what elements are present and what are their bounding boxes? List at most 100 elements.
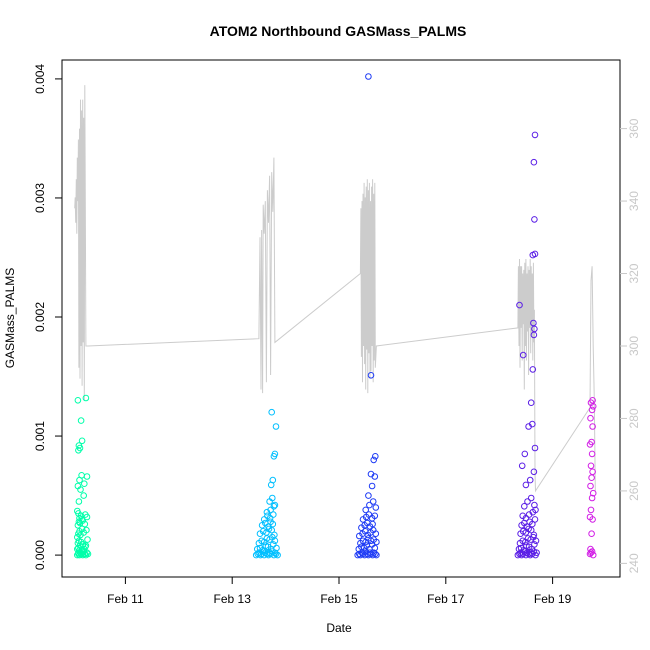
data-point <box>74 397 82 404</box>
data-point <box>588 406 596 414</box>
data-point <box>371 544 379 552</box>
data-point <box>532 537 540 545</box>
data-point <box>272 423 280 430</box>
data-point <box>75 442 83 449</box>
data-point <box>522 481 530 489</box>
data-point <box>531 501 538 509</box>
data-point <box>274 551 281 559</box>
x-tick-label: Feb 17 <box>427 592 465 606</box>
data-point <box>79 550 87 558</box>
data-point <box>367 372 375 379</box>
data-point <box>82 394 90 402</box>
data-point <box>530 468 538 476</box>
data-point <box>589 551 597 559</box>
y-axis: 0.000 0.001 0.002 0.003 0.004 <box>33 64 62 570</box>
right-y-tick-label: 340 <box>627 191 641 211</box>
data-point <box>531 444 539 452</box>
data-point <box>587 506 595 514</box>
data-point <box>530 158 538 166</box>
data-point <box>260 516 268 523</box>
data-point <box>80 492 87 499</box>
series-5 <box>586 397 597 559</box>
data-point <box>78 472 85 479</box>
data-point <box>368 482 376 490</box>
y-tick-label: 0.004 <box>33 64 47 94</box>
y-tick-label: 0.003 <box>33 183 47 213</box>
data-point <box>75 498 83 505</box>
series-1 <box>74 394 92 559</box>
series-4 <box>514 131 540 559</box>
data-point <box>586 513 594 521</box>
data-point <box>269 520 277 528</box>
data-point <box>588 450 596 458</box>
data-point <box>78 437 86 445</box>
plot-border <box>61 59 621 578</box>
data-point <box>529 366 537 373</box>
data-point <box>527 399 535 407</box>
data-point <box>271 450 279 458</box>
data-point <box>78 525 86 533</box>
y-tick-label: 0.000 <box>33 540 47 570</box>
line-layer <box>74 85 596 493</box>
series-2 <box>252 408 281 559</box>
data-point <box>527 526 535 534</box>
data-point <box>79 517 86 524</box>
x-axis-label: Date <box>326 621 352 635</box>
y-tick-label: 0.001 <box>33 421 47 451</box>
data-point <box>531 250 539 258</box>
data-point <box>371 512 379 520</box>
right-y-tick-label: 280 <box>627 408 641 428</box>
data-point <box>527 494 535 502</box>
data-point <box>587 414 594 422</box>
x-tick-label: Feb 19 <box>534 592 572 606</box>
data-point <box>81 480 88 488</box>
data-point <box>589 468 596 476</box>
data-point <box>271 531 278 539</box>
data-point <box>588 438 595 446</box>
data-point <box>533 549 540 557</box>
data-point <box>373 551 380 559</box>
x-tick-label: Feb 11 <box>107 592 144 606</box>
data-point <box>270 503 278 510</box>
data-point <box>365 492 372 499</box>
data-point <box>269 494 276 502</box>
chart-title: ATOM2 Northbound GASMass_PALMS <box>210 23 467 39</box>
right-y-tick-label: 240 <box>627 553 641 573</box>
data-point <box>587 482 594 490</box>
right-y-axis: 240 260 280 300 320 340 360 <box>620 118 641 573</box>
data-point <box>270 541 277 548</box>
data-point <box>588 494 596 502</box>
data-point <box>588 530 595 538</box>
data-point <box>531 131 539 139</box>
data-point <box>82 542 90 549</box>
data-point <box>271 501 279 509</box>
altitude-line <box>74 85 596 493</box>
data-point <box>588 474 595 482</box>
x-axis: Feb 11 Feb 13 Feb 15 Feb 17 Feb 19 <box>107 577 572 606</box>
right-y-tick-label: 360 <box>627 118 641 138</box>
data-point <box>521 503 528 510</box>
data-point <box>589 423 596 430</box>
data-point <box>589 397 596 404</box>
data-point <box>366 501 373 509</box>
data-point <box>372 504 380 511</box>
data-point <box>74 507 81 515</box>
right-y-tick-label: 300 <box>627 336 641 356</box>
data-point <box>259 547 266 554</box>
y-tick-label: 0.002 <box>33 302 47 332</box>
data-point <box>81 520 89 528</box>
series-3 <box>354 73 380 559</box>
data-point <box>531 516 539 523</box>
data-point <box>524 498 531 505</box>
data-point <box>372 453 379 460</box>
data-point <box>82 511 89 518</box>
data-point <box>531 325 538 333</box>
data-point <box>518 462 526 470</box>
data-point <box>587 462 595 470</box>
data-point <box>268 408 276 416</box>
data-point <box>273 544 280 552</box>
data-point <box>530 531 538 539</box>
data-point <box>84 536 91 543</box>
data-point <box>529 520 536 528</box>
data-point <box>373 538 380 546</box>
